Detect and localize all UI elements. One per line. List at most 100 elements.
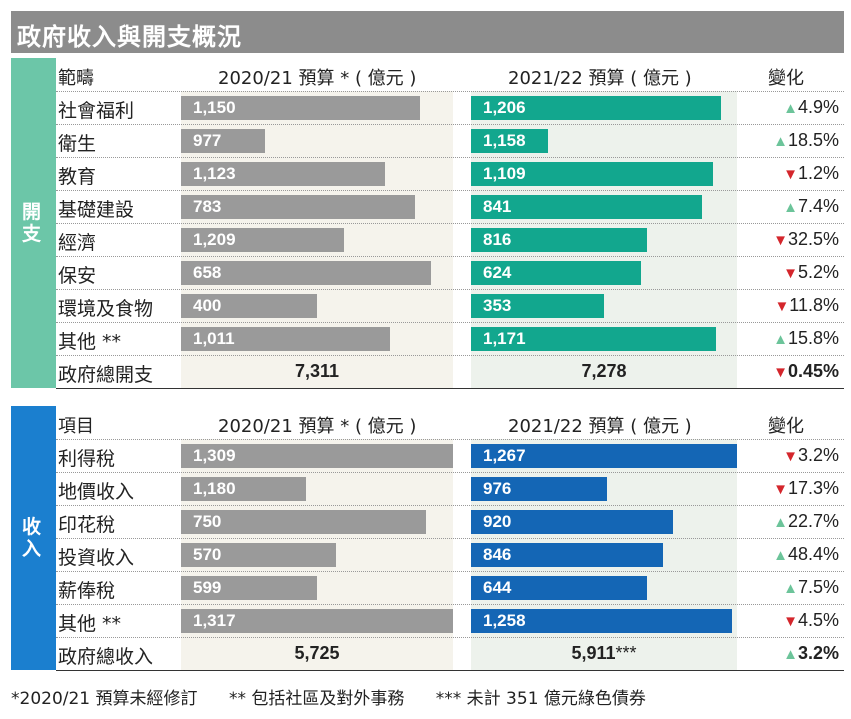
category-label: 其他 ** [58, 613, 122, 635]
change-value: ▼11.8% [744, 295, 839, 316]
change-text: 5.2% [797, 262, 839, 282]
bar-label-2020-21: 1,123 [193, 164, 236, 183]
footnote-3: *** 未計 351 億元綠色債券 [435, 689, 646, 709]
total-label: 政府總收入 [58, 646, 154, 668]
change-header: 變化 [768, 68, 804, 89]
category-label: 經濟 [58, 232, 97, 254]
bar-2020-21 [181, 477, 306, 501]
row-divider [56, 505, 844, 506]
bar-2020-21 [181, 444, 453, 468]
change-text: 22.7% [787, 511, 839, 531]
bar-label-2020-21: 400 [193, 296, 222, 315]
bar-label-2021-22: 1,171 [483, 329, 526, 348]
section-bottom-border [56, 670, 844, 671]
bar-label-2021-22: 841 [483, 197, 512, 216]
change-text: 4.9% [797, 97, 839, 117]
row-divider [56, 571, 844, 572]
total-2020-21: 7,311 [294, 361, 340, 381]
change-text: 32.5% [787, 229, 839, 249]
bar-2020-21 [181, 261, 431, 285]
change-value: ▼1.2% [744, 163, 839, 184]
bar-label-2020-21: 1,180 [193, 479, 236, 498]
bar-label-2021-22: 1,258 [483, 611, 526, 630]
series-header-2020-21: 2020/21 預算 * ( 億元 ) [218, 416, 417, 437]
triangle-up-icon: ▲ [783, 100, 798, 117]
row-divider [56, 289, 844, 290]
triangle-up-icon: ▲ [773, 514, 788, 531]
row-divider [56, 322, 844, 323]
section-label-revenue: 收入 [21, 516, 41, 560]
row-divider [56, 157, 844, 158]
total-divider [56, 355, 844, 356]
total-footnote-marker: *** [615, 643, 637, 663]
change-value: ▲22.7% [744, 511, 839, 532]
bar-2021-22 [471, 543, 663, 567]
bar-label-2021-22: 644 [483, 578, 512, 597]
change-value: ▲15.8% [744, 328, 839, 349]
bar-2021-22 [471, 294, 604, 318]
bar-label-2020-21: 977 [193, 131, 222, 150]
bar-2020-21 [181, 609, 453, 633]
change-text: 1.2% [797, 163, 839, 183]
series-header-2021-22: 2021/22 預算 ( 億元 ) [508, 68, 692, 89]
chart-title: 政府收入與開支概況 [17, 23, 242, 51]
bar-2021-22 [471, 228, 647, 252]
change-text: 11.8% [789, 295, 839, 315]
bar-label-2020-21: 750 [193, 512, 222, 531]
section-stripe-expenditure [52, 58, 56, 388]
change-value: ▲18.5% [744, 130, 839, 151]
change-text: 3.2% [797, 445, 839, 465]
triangle-down-icon: ▼ [773, 364, 788, 381]
category-label: 利得稅 [58, 448, 116, 470]
bar-2020-21 [181, 576, 317, 600]
bar-2020-21 [181, 228, 344, 252]
triangle-up-icon: ▲ [783, 199, 798, 216]
bar-2020-21 [181, 327, 390, 351]
bar-label-2021-22: 1,158 [483, 131, 526, 150]
change-value: ▼17.3% [744, 478, 839, 499]
total-2020-21: 5,725 [294, 643, 340, 663]
section-band-revenue [11, 406, 52, 670]
row-divider [56, 439, 844, 440]
category-label: 社會福利 [58, 100, 135, 122]
bar-2021-22 [471, 261, 641, 285]
row-divider [56, 256, 844, 257]
change-value: ▼3.2% [744, 445, 839, 466]
category-label: 其他 ** [58, 331, 122, 353]
bar-label-2020-21: 570 [193, 545, 222, 564]
bar-label-2020-21: 1,150 [193, 98, 236, 117]
bar-2021-22 [471, 510, 673, 534]
total-change-text: 3.2% [797, 643, 839, 663]
total-change: ▼0.45% [744, 361, 839, 382]
category-label: 保安 [58, 265, 97, 287]
row-divider [56, 190, 844, 191]
bar-2021-22 [471, 477, 607, 501]
bar-2021-22 [471, 327, 716, 351]
footnote-2: ** 包括社區及對外事務 [228, 689, 405, 709]
row-divider [56, 538, 844, 539]
category-label: 基礎建設 [58, 199, 135, 221]
bar-label-2020-21: 1,209 [193, 230, 236, 249]
bar-2021-22 [471, 444, 737, 468]
bar-label-2021-22: 1,267 [483, 446, 526, 465]
change-text: 48.4% [787, 544, 839, 564]
section-label-expenditure: 開支 [21, 201, 41, 245]
category-label: 薪俸稅 [58, 580, 116, 602]
category-label: 衛生 [58, 133, 97, 155]
triangle-down-icon: ▼ [774, 298, 790, 315]
change-text: 17.3% [787, 478, 839, 498]
bar-2021-22 [471, 162, 713, 186]
bar-label-2021-22: 816 [483, 230, 512, 249]
change-value: ▲4.9% [744, 97, 839, 118]
footnote-1: *2020/21 預算未經修訂 [11, 689, 198, 709]
bar-label-2020-21: 783 [193, 197, 222, 216]
bar-label-2021-22: 976 [483, 479, 512, 498]
bar-2020-21 [181, 543, 336, 567]
bar-2021-22 [471, 576, 647, 600]
footnotes: *2020/21 預算未經修訂 ** 包括社區及對外事務 *** 未計 351 … [11, 684, 672, 709]
change-text: 15.8% [787, 328, 839, 348]
triangle-down-icon: ▼ [773, 481, 788, 498]
change-value: ▲7.5% [744, 577, 839, 598]
section-stripe-revenue [52, 406, 56, 670]
category-label: 環境及食物 [58, 298, 154, 320]
